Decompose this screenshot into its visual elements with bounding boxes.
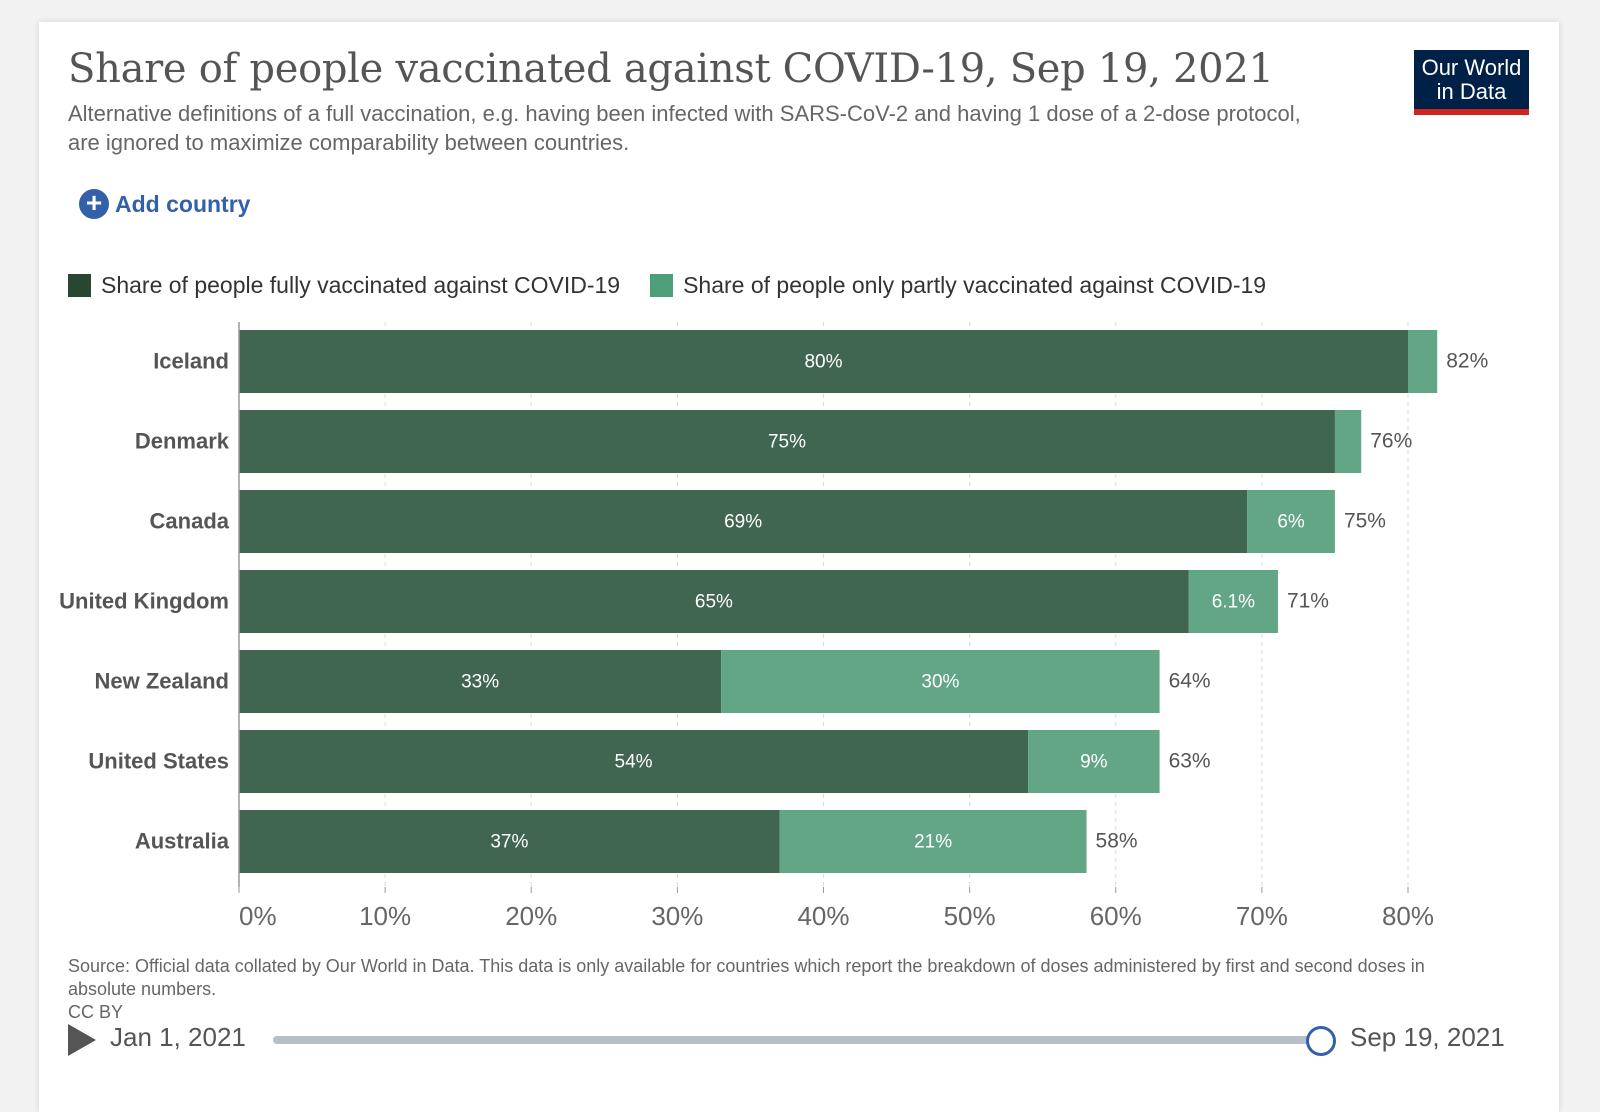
total-label: 76% bbox=[1370, 430, 1412, 453]
data-label: 33% bbox=[461, 672, 499, 693]
total-label: 63% bbox=[1169, 750, 1211, 773]
license-text: CC BY bbox=[68, 1002, 124, 1022]
bar-segment-partly bbox=[1188, 570, 1278, 633]
x-tick-label: 10% bbox=[359, 901, 411, 931]
data-label: 80% bbox=[804, 352, 842, 373]
timeline-start-label: Jan 1, 2021 bbox=[110, 1022, 246, 1052]
bar-segment-partly bbox=[1028, 730, 1160, 793]
category-label: Denmark bbox=[135, 429, 230, 454]
x-tick-label: 50% bbox=[944, 901, 996, 931]
category-label: United States bbox=[88, 749, 229, 774]
stacked-bar-chart: Iceland 80% 82% Denmark 75% 76% Canada 69% 6% 75%… bbox=[59, 322, 1488, 931]
x-tick-label: 40% bbox=[797, 901, 849, 931]
data-label: 21% bbox=[914, 832, 952, 853]
x-tick-label: 30% bbox=[651, 901, 703, 931]
chart-subtitle: Alternative definitions of a full vaccin… bbox=[68, 101, 1301, 155]
play-icon[interactable] bbox=[68, 1024, 96, 1056]
legend-item-partly[interactable]: Share of people only partly vaccinated a… bbox=[650, 272, 1266, 299]
data-label: 6% bbox=[1277, 512, 1305, 533]
legend-item-fully[interactable]: Share of people fully vaccinated against… bbox=[68, 272, 620, 299]
category-label: Iceland bbox=[153, 349, 229, 374]
logo-line-2: in Data bbox=[1436, 79, 1507, 104]
category-label: Canada bbox=[150, 509, 230, 534]
source-note: Source: Official data collated by Our Wo… bbox=[68, 955, 1428, 1024]
bar-segment-partly bbox=[1408, 330, 1438, 393]
data-label: 69% bbox=[724, 512, 762, 533]
bar-segment-partly bbox=[1247, 490, 1335, 553]
add-country-label: Add country bbox=[115, 190, 251, 217]
bar-segment-fully bbox=[239, 330, 1408, 393]
logo-line-1: Our World bbox=[1421, 55, 1522, 80]
data-label: 65% bbox=[695, 592, 733, 613]
bar-segment-fully bbox=[239, 490, 1248, 553]
bar-segment-fully bbox=[239, 810, 780, 873]
legend-swatch-partly bbox=[650, 274, 674, 297]
category-label: United Kingdom bbox=[59, 589, 229, 614]
x-tick-label: 20% bbox=[505, 901, 557, 931]
legend-label-fully: Share of people fully vaccinated against… bbox=[101, 272, 621, 298]
total-label: 58% bbox=[1096, 830, 1138, 853]
timeline-control: Jan 1, 2021 Sep 19, 2021 bbox=[68, 1022, 1538, 1062]
add-country-button[interactable]: + Add country bbox=[79, 188, 250, 220]
total-label: 71% bbox=[1287, 590, 1329, 613]
bar-segment-partly bbox=[779, 810, 1087, 873]
bar-segment-partly bbox=[1334, 410, 1362, 473]
data-label: 6.1% bbox=[1212, 592, 1255, 613]
x-tick-label: 60% bbox=[1090, 901, 1142, 931]
data-label: 9% bbox=[1080, 752, 1108, 773]
timeline-slider-thumb[interactable] bbox=[1306, 1026, 1336, 1056]
x-tick-label: 70% bbox=[1236, 901, 1288, 931]
category-label: New Zealand bbox=[95, 669, 229, 694]
total-label: 75% bbox=[1344, 510, 1386, 533]
x-tick-label: 0% bbox=[239, 901, 277, 931]
legend-label-partly: Share of people only partly vaccinated a… bbox=[683, 272, 1267, 298]
total-label: 82% bbox=[1446, 350, 1488, 373]
bar-segment-partly bbox=[721, 650, 1160, 713]
chart-legend: Share of people fully vaccinated against… bbox=[68, 272, 1296, 299]
bar-segment-fully bbox=[239, 730, 1029, 793]
bar-segment-fully bbox=[239, 410, 1335, 473]
chart-title: Share of people vaccinated against COVID… bbox=[68, 46, 1274, 92]
total-label: 64% bbox=[1169, 670, 1211, 693]
plus-circle-icon: + bbox=[79, 189, 109, 219]
legend-swatch-fully bbox=[68, 274, 91, 297]
bar-segment-fully bbox=[239, 650, 722, 713]
data-label: 30% bbox=[921, 672, 959, 693]
x-tick-label: 80% bbox=[1382, 901, 1434, 931]
chart-card: Share of people vaccinated against COVID… bbox=[39, 22, 1559, 1112]
data-label: 54% bbox=[615, 752, 653, 773]
data-label: 75% bbox=[768, 432, 806, 453]
bar-segment-fully bbox=[239, 570, 1189, 633]
category-label: Australia bbox=[135, 829, 230, 854]
timeline-track[interactable] bbox=[273, 1036, 1323, 1044]
timeline-end-label: Sep 19, 2021 bbox=[1350, 1022, 1505, 1052]
source-text: Source: Official data collated by Our Wo… bbox=[68, 956, 1425, 999]
data-label: 37% bbox=[490, 832, 528, 853]
owid-logo[interactable]: Our World in Data bbox=[1414, 50, 1529, 115]
